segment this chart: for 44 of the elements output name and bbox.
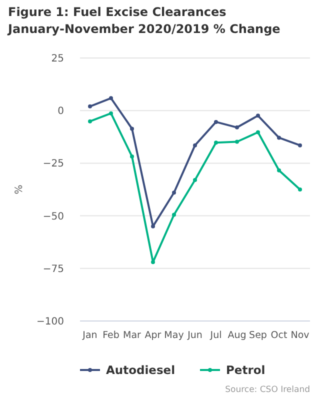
point: [298, 188, 302, 192]
point: [130, 126, 134, 131]
x-tick-label: May: [164, 330, 184, 341]
y-tick-label: 25: [51, 54, 64, 64]
x-tick-label: Apr: [144, 330, 162, 341]
x-tick-label: Feb: [102, 330, 120, 341]
y-tick-label: 0: [58, 106, 64, 118]
point: [298, 143, 302, 148]
x-tick-label: Aug: [228, 330, 246, 341]
x-tick-label: Jun: [186, 330, 202, 341]
y-tick-label: −100: [36, 316, 64, 328]
point: [172, 212, 176, 217]
x-tick-label: Oct: [270, 330, 288, 341]
point: [256, 130, 260, 134]
x-tick-label: Jul: [209, 330, 222, 341]
x-tick-label: Sep: [249, 330, 267, 341]
point: [88, 104, 92, 108]
point: [235, 125, 239, 130]
point: [256, 114, 260, 118]
point: [109, 96, 113, 100]
point: [193, 178, 197, 182]
x-tick-label: Mar: [123, 330, 142, 341]
point: [130, 154, 134, 158]
point: [277, 168, 281, 172]
point: [151, 224, 155, 228]
chart-title: Figure 1: Fuel Excise Clearances January-November 2020/2019 % Change: [7, 5, 280, 36]
y-tick-label: −25: [42, 158, 64, 170]
point: [214, 120, 218, 124]
point: [214, 140, 218, 145]
legend-label: Petrol: [226, 363, 266, 378]
source-note: Source: CSO Ireland: [225, 385, 310, 395]
y-tick-label: −75: [42, 264, 64, 275]
y-axis-title: %: [14, 184, 25, 194]
point: [235, 140, 239, 144]
point: [193, 143, 197, 148]
point: [277, 136, 281, 140]
point: [109, 111, 113, 116]
x-tick-label: Jan: [82, 330, 98, 341]
point: [172, 190, 176, 195]
point: [88, 119, 92, 124]
legend-label: Autodiesel: [106, 363, 176, 378]
point: [151, 260, 155, 264]
x-tick-label: Nov: [290, 330, 310, 341]
y-tick-label: −50: [42, 211, 64, 222]
